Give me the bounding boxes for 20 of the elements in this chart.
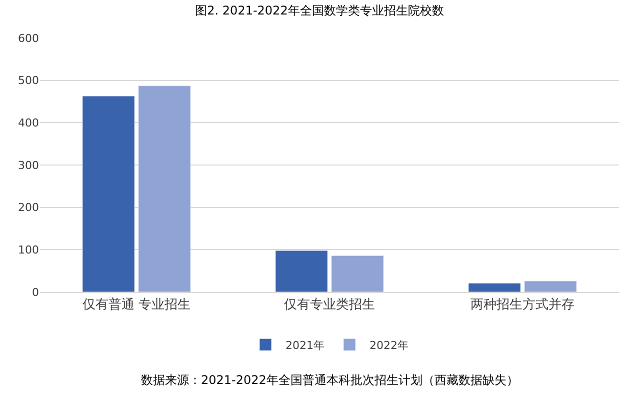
legend-label: 2022年 (370, 338, 408, 352)
y-tick-label: 600 (18, 32, 39, 45)
bar (275, 250, 328, 292)
bar (524, 280, 577, 292)
bar (331, 255, 384, 292)
y-tick-label: 0 (32, 286, 39, 299)
legend-label: 2021年 (286, 338, 324, 352)
chart-title: 图2. 2021-2022年全国数学类专业招生院校数 (195, 3, 444, 18)
y-tick-label: 400 (18, 116, 39, 130)
x-tick-label: 仅有普通 专业招生 (82, 296, 191, 313)
bar (138, 86, 191, 292)
y-tick-label: 300 (18, 158, 39, 172)
bar (468, 282, 521, 292)
y-tick-label: 100 (18, 244, 39, 257)
x-tick-label: 仅有专业类招生 (284, 298, 375, 313)
y-tick-label: 200 (18, 201, 39, 214)
bar (82, 96, 135, 292)
y-tick-label: 500 (18, 74, 39, 88)
x-tick-label: 两种招生方式并存 (470, 296, 574, 313)
source-note: 数据来源：2021-2022年全国普通本科批次招生计划（西藏数据缺失） (141, 373, 518, 387)
